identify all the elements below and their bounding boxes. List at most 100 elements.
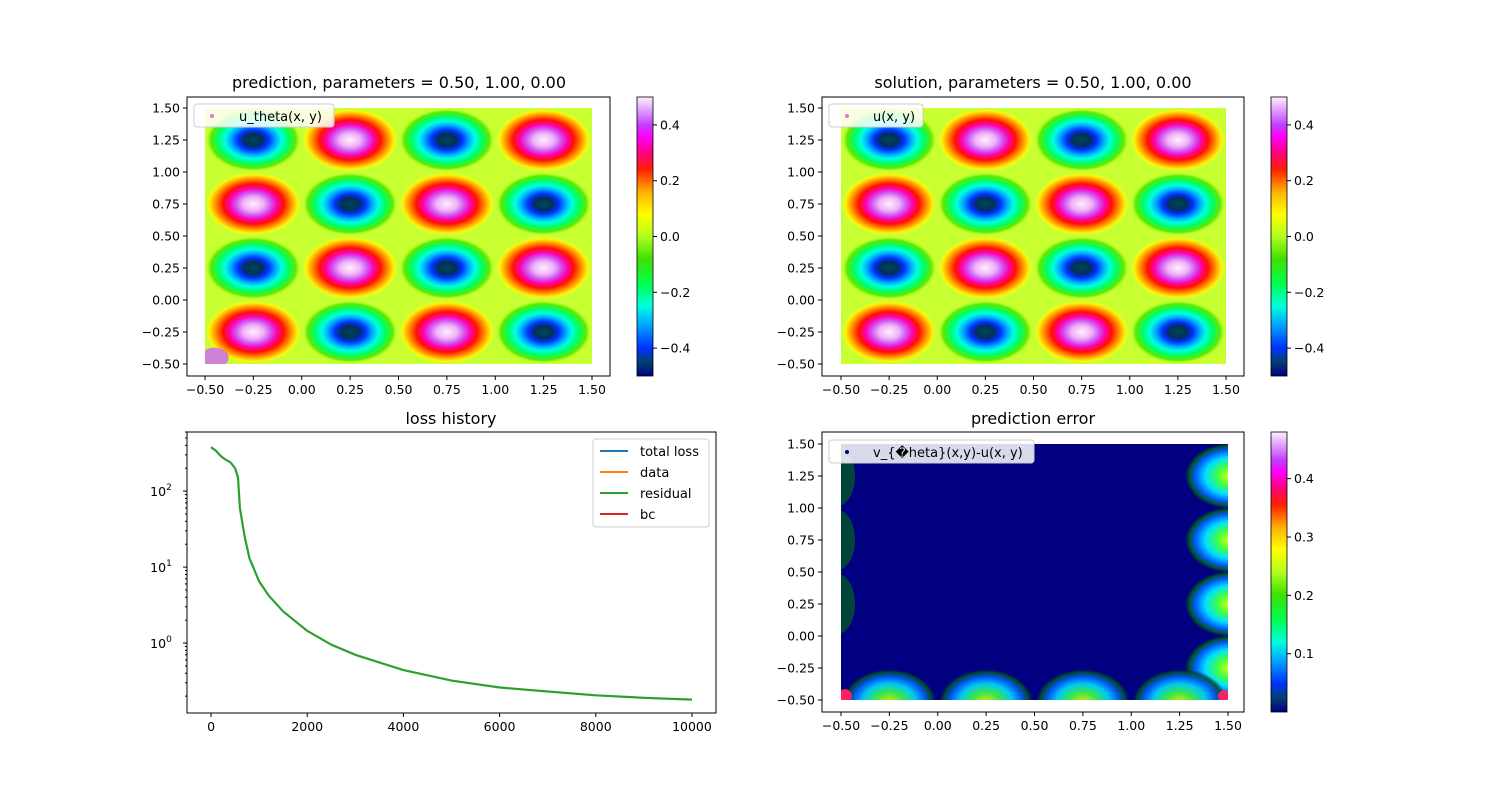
colorbar-tick-label: 0.4 (1294, 471, 1314, 486)
series-line-residual (210, 446, 693, 701)
x-ticks: −0.50 −0.25 0.00 0.25 0.50 0.75 1.00 1.25 1.50 (822, 712, 1242, 733)
x-tick-label: 0.00 (923, 382, 951, 397)
chart-title: solution, parameters = 0.50, 1.00, 0.00 (874, 73, 1191, 92)
legend: u_theta(x, y) (193, 103, 335, 128)
x-tick-label: 0.50 (385, 382, 413, 397)
error-hotspot (1218, 690, 1228, 700)
legend-marker (210, 114, 214, 118)
heatmap-field (205, 108, 592, 364)
field-peak (496, 108, 592, 172)
chart-title: prediction error (971, 409, 1096, 428)
y-tick-label: 1.50 (152, 101, 180, 116)
x-tick-label: 1.50 (1214, 718, 1242, 733)
field-peak (1034, 172, 1129, 236)
x-tick-label: 1.00 (1117, 718, 1145, 733)
error-lobe (841, 668, 938, 700)
colorbar-tick-label: 0.0 (660, 229, 680, 244)
colorbar-tick-label: 0.2 (660, 173, 680, 188)
legend-label: v_{�heta}(x,y)-u(x, y) (873, 444, 1023, 461)
colorbar-tick-label: 0.0 (1294, 229, 1314, 244)
x-ticks: 0 2000 4000 6000 8000 10000 (207, 713, 712, 734)
legend-marker (845, 114, 849, 118)
chart-prediction-error: prediction error −0.50 −0.25 0.00 0.25 0.50 0… (777, 409, 1314, 733)
y-tick-label: 1.25 (787, 469, 815, 484)
legend-label: residual (640, 487, 692, 502)
field-trough (1130, 300, 1226, 364)
y-tick-label: 0.25 (787, 597, 815, 612)
field-peak (1034, 300, 1129, 364)
x-tick-label: 1.25 (530, 382, 558, 397)
y-tick-label: −0.50 (777, 357, 815, 372)
x-tick-label: 0.25 (336, 382, 364, 397)
field-trough (302, 300, 398, 364)
legend-label: bc (640, 508, 655, 523)
x-tick-label: 6000 (484, 719, 516, 734)
x-tick-label: 0.75 (1068, 382, 1096, 397)
x-ticks: −0.50 −0.25 0.00 0.25 0.50 0.75 1.00 1.25 1.50 (186, 376, 606, 397)
field-peak (302, 236, 398, 300)
field-trough (205, 236, 301, 300)
x-tick-label: 1.00 (481, 382, 509, 397)
y-tick-label: 0.75 (787, 533, 815, 548)
x-tick-label: −0.25 (870, 382, 908, 397)
error-lobe (841, 510, 856, 570)
y-tick-label: 101 (150, 559, 172, 575)
y-tick-label: 1.25 (787, 133, 815, 148)
y-tick-label: 0.75 (787, 197, 815, 212)
error-lobe (938, 668, 1034, 700)
field-trough (399, 236, 495, 300)
error-lobe (1035, 668, 1131, 700)
field-trough (496, 300, 592, 364)
y-tick-label: 0.50 (787, 229, 815, 244)
colorbar: −0.4 −0.2 0.0 0.2 0.4 (1270, 96, 1324, 377)
field-trough (496, 172, 592, 236)
x-tick-label: 10000 (672, 719, 712, 734)
y-tick-label: −0.25 (777, 661, 815, 676)
colorbar-tick-label: −0.4 (1294, 341, 1324, 356)
x-tick-label: −0.50 (822, 382, 860, 397)
y-tick-label: 1.00 (787, 165, 815, 180)
colorbar: 0.1 0.2 0.3 0.4 (1270, 431, 1314, 713)
field-trough (1130, 172, 1226, 236)
y-tick-label: 0.00 (787, 293, 815, 308)
colorbar-tick-label: 0.2 (1294, 588, 1314, 603)
legend-label: data (640, 466, 669, 481)
error-hotspot (841, 689, 852, 700)
heatmap-field (841, 108, 1226, 364)
x-tick-label: 1.25 (1164, 382, 1192, 397)
field-artifact (205, 347, 229, 364)
y-tick-label: −0.25 (777, 325, 815, 340)
y-ticks: −0.50 −0.25 0.00 0.25 0.50 0.75 1.00 1.25 1.50 (142, 101, 187, 372)
colorbar-tick-label: 0.3 (1294, 530, 1314, 545)
x-tick-label: 8000 (580, 719, 612, 734)
x-tick-label: −0.25 (234, 382, 272, 397)
chart-loss-history: loss history 0 2000 4000 6000 8000 10000 1001… (150, 409, 717, 734)
x-tick-label: 2000 (291, 719, 323, 734)
y-tick-label: 0.00 (152, 293, 180, 308)
colorbar-tick-label: 0.2 (1294, 173, 1314, 188)
field-peak (841, 300, 937, 364)
chart-solution: solution, parameters = 0.50, 1.00, 0.00 … (777, 73, 1325, 397)
x-tick-label: 0.75 (1069, 718, 1097, 733)
x-tick-label: −0.50 (186, 382, 224, 397)
y-tick-label: 0.25 (152, 261, 180, 276)
y-tick-label: 1.00 (787, 501, 815, 516)
x-tick-label: 0.50 (1020, 382, 1048, 397)
heatmap-field (841, 444, 1228, 700)
y-tick-label: 0.00 (787, 629, 815, 644)
chart-title: loss history (405, 409, 496, 428)
field-peak (205, 300, 301, 364)
y-tick-label: 0.50 (152, 229, 180, 244)
x-tick-label: 0.50 (1021, 718, 1049, 733)
x-tick-label: 0.00 (924, 718, 952, 733)
x-tick-label: −0.50 (822, 718, 860, 733)
error-lobe (1183, 570, 1228, 638)
field-peak (1130, 108, 1226, 172)
legend-marker (845, 450, 849, 454)
field-peak (938, 108, 1033, 172)
error-lobe (1131, 668, 1228, 700)
y-ticks: −0.50 −0.25 0.00 0.25 0.50 0.75 1.00 1.25 1.50 (777, 437, 822, 708)
legend: total loss data residual bc (592, 438, 710, 528)
x-ticks: −0.50 −0.25 0.00 0.25 0.50 0.75 1.00 1.25 1.50 (822, 376, 1240, 397)
